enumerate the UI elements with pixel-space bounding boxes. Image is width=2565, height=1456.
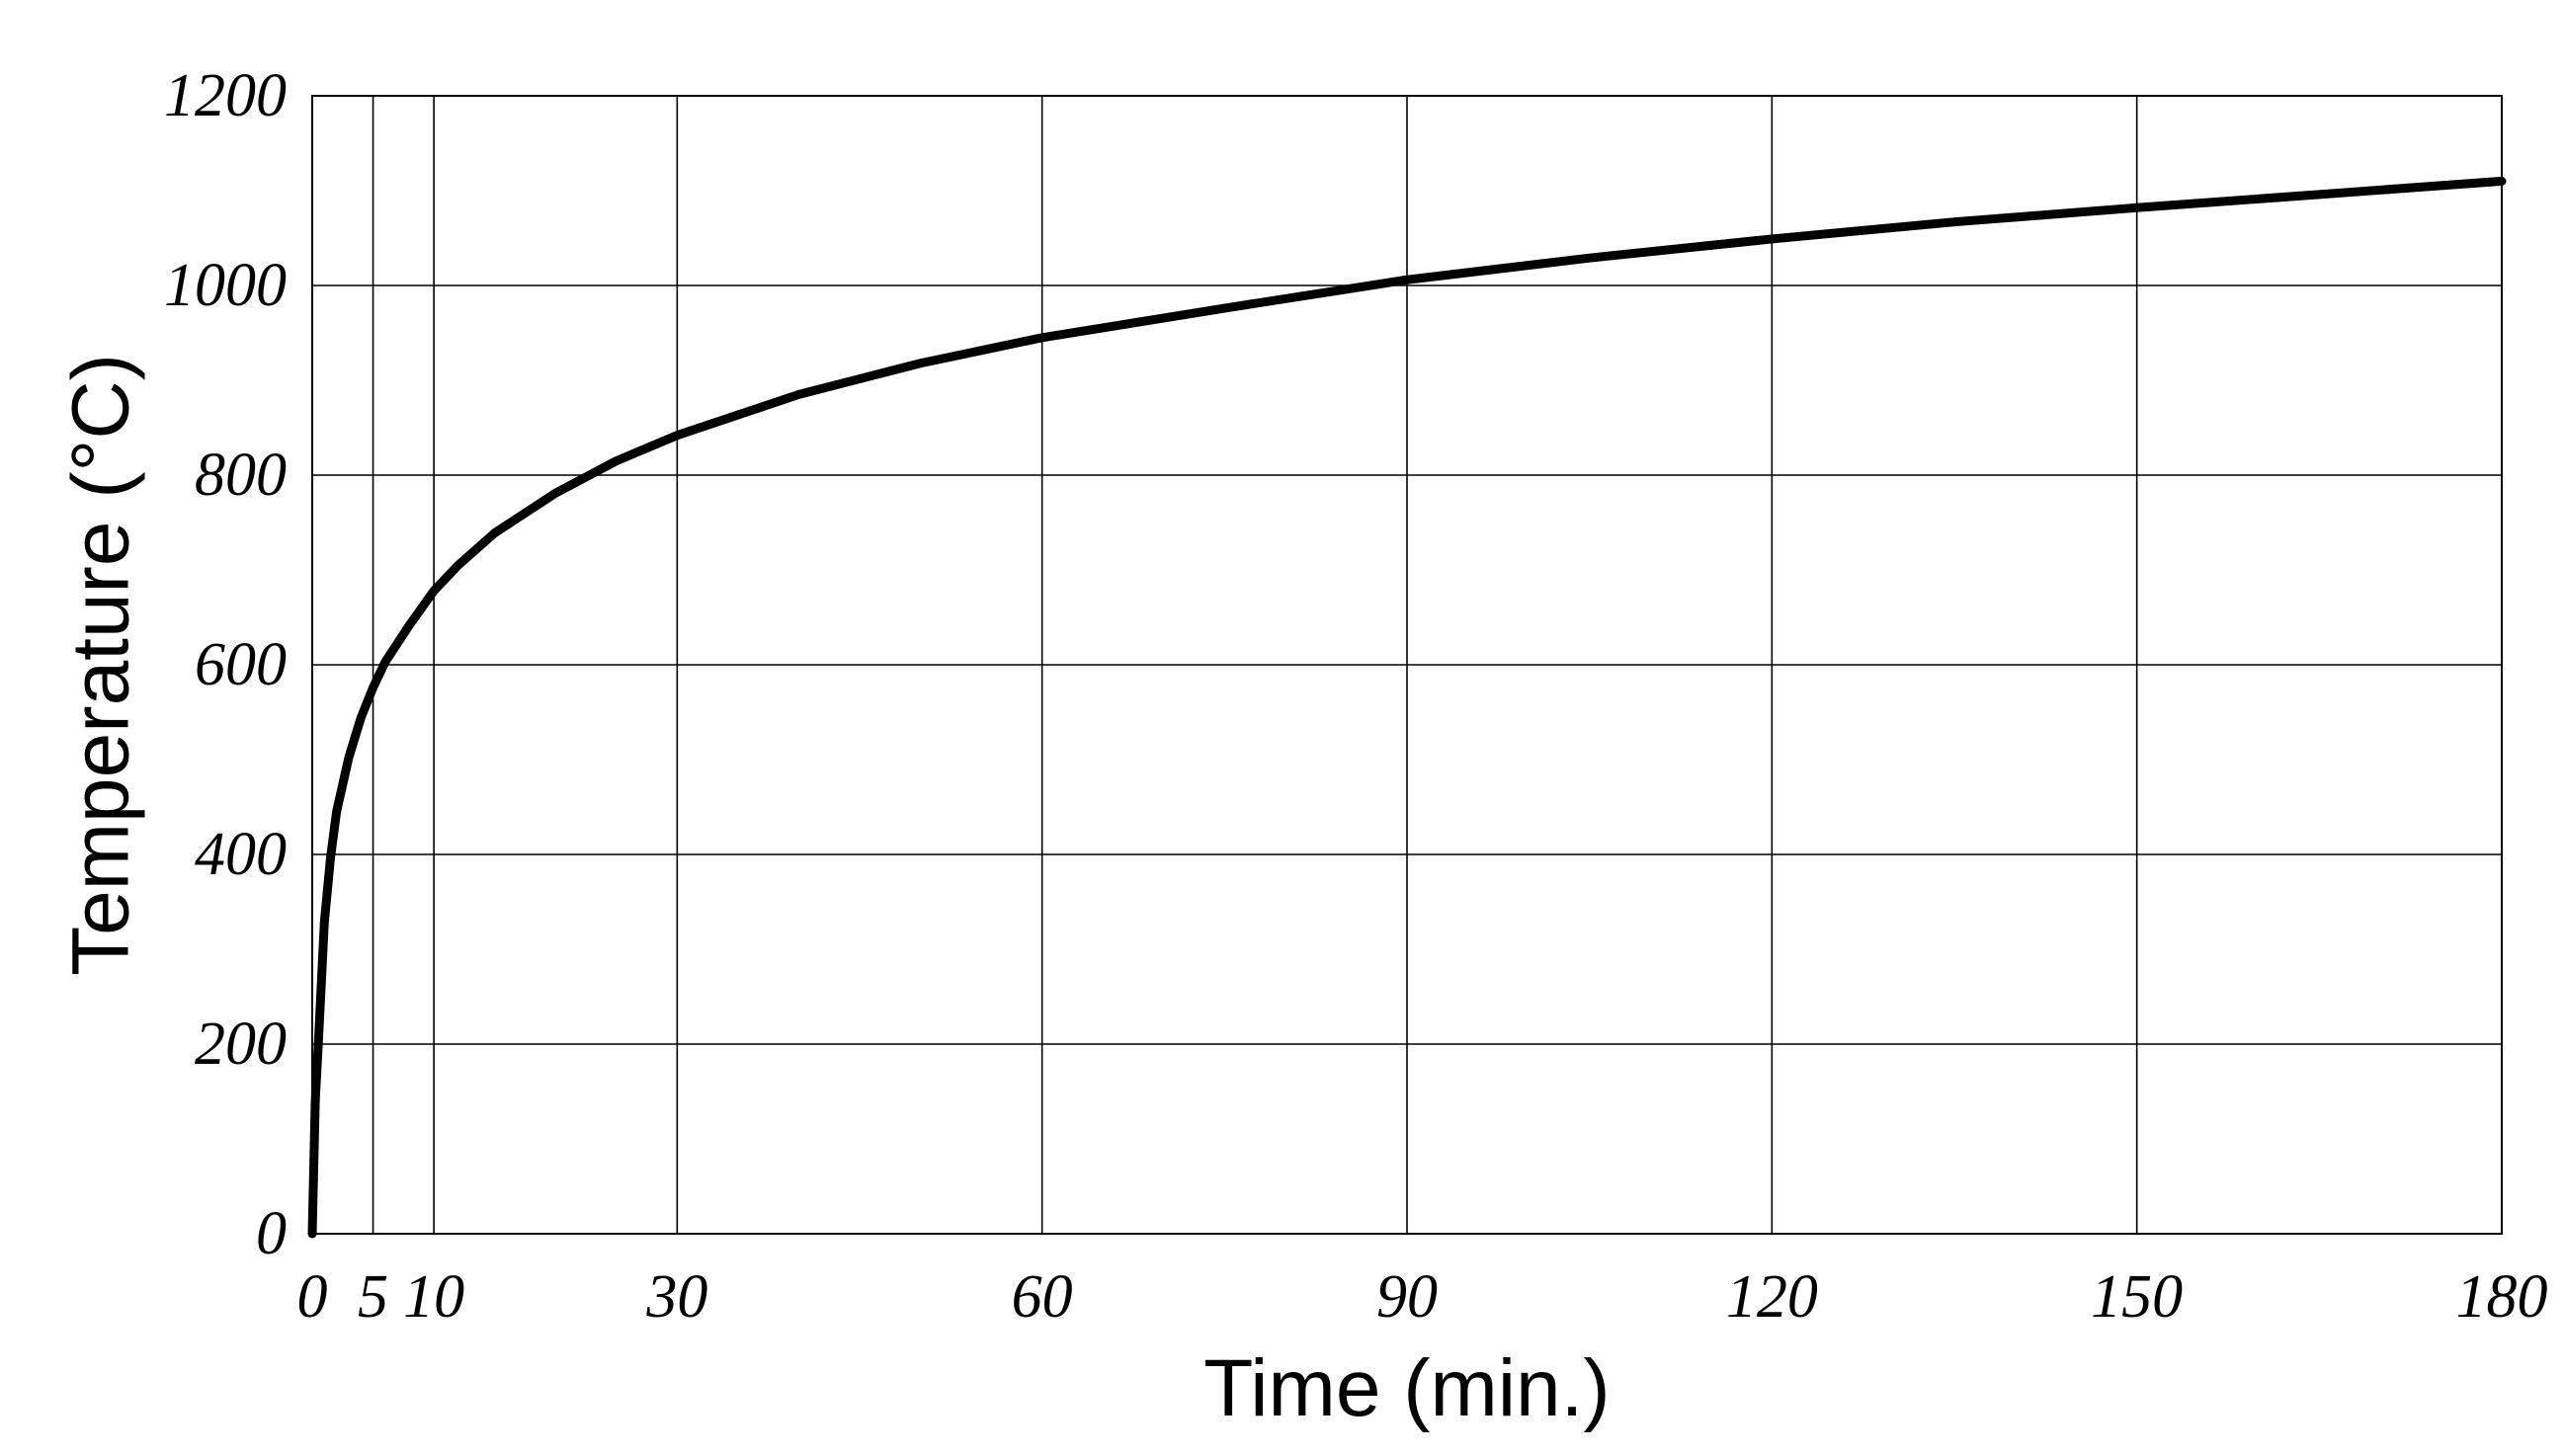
y-tick-label: 800 — [195, 442, 287, 509]
x-axis-title: Time (min.) — [1203, 1343, 1610, 1433]
x-tick-label: 120 — [1726, 1263, 1818, 1331]
y-tick-label: 600 — [195, 631, 287, 698]
x-tick-label: 30 — [645, 1263, 707, 1331]
temperature-curve — [307, 176, 2507, 1239]
x-tick-label: 10 — [403, 1263, 464, 1331]
y-axis-tick-labels: 0 200 400 600 800 1000 1200 — [164, 62, 287, 1267]
x-tick-label: 150 — [2091, 1263, 2183, 1331]
y-axis-title: Temperature (°C) — [56, 354, 146, 976]
y-tick-label: 200 — [195, 1011, 287, 1078]
x-tick-label: 5 — [358, 1263, 388, 1331]
x-axis-tick-labels: 0 5 10 30 60 90 120 150 180 — [297, 1263, 2548, 1331]
x-tick-label: 60 — [1012, 1263, 1073, 1331]
y-tick-label: 1200 — [164, 62, 287, 129]
y-tick-label: 400 — [195, 821, 287, 888]
plot-frame — [311, 95, 2503, 1235]
y-tick-label: 0 — [256, 1200, 287, 1267]
x-tick-label: 180 — [2456, 1263, 2548, 1331]
series-layer — [307, 176, 2507, 1239]
x-tick-label: 90 — [1376, 1263, 1438, 1331]
x-tick-label: 0 — [297, 1263, 328, 1331]
y-tick-label: 1000 — [164, 252, 287, 319]
grid — [312, 96, 2502, 1234]
